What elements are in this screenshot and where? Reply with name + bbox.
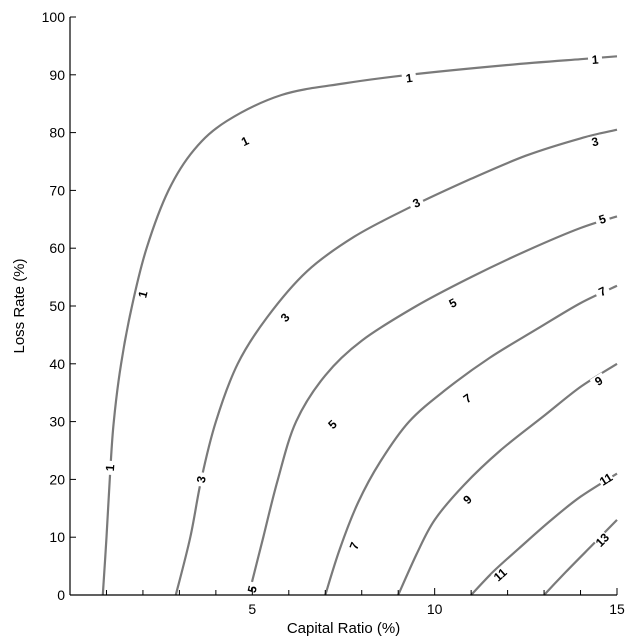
contour-label-bg — [194, 471, 209, 488]
contour-line-13 — [543, 519, 618, 596]
contour-line-1 — [101, 55, 618, 596]
contour-label-bg — [458, 490, 477, 509]
x-tick-label: 10 — [427, 601, 443, 617]
y-tick-label: 40 — [49, 356, 65, 372]
y-tick-label: 100 — [42, 9, 66, 25]
contour-label-1: 1 — [135, 289, 150, 299]
x-tick-label: 15 — [609, 601, 625, 617]
contour-label-bg — [596, 470, 616, 489]
contour-label-11: 11 — [491, 565, 510, 584]
contour-label-bg — [103, 460, 117, 476]
contour-label-bg — [323, 415, 342, 434]
y-tick-label: 50 — [49, 298, 65, 314]
contour-label-3: 3 — [590, 134, 600, 149]
y-axis-title: Loss Rate (%) — [11, 258, 28, 353]
contour-label-1: 1 — [103, 464, 117, 472]
contour-label-bg — [401, 71, 417, 86]
contour-label-bg — [491, 565, 510, 584]
contour-label-bg — [135, 286, 151, 303]
contour-line-9 — [397, 362, 618, 596]
y-tick-label: 60 — [49, 240, 65, 256]
x-axis-title: Capital Ratio (%) — [287, 620, 400, 637]
y-tick-label: 10 — [49, 529, 65, 545]
contour-lines — [101, 55, 618, 596]
y-tick-label: 70 — [49, 182, 65, 198]
y-tick-label: 0 — [57, 587, 65, 603]
contour-label-bg — [236, 132, 254, 150]
contour-label-1: 1 — [405, 71, 414, 86]
contour-label-13: 13 — [593, 530, 613, 550]
y-tick-label: 30 — [49, 414, 65, 430]
contour-line-11 — [470, 472, 618, 596]
contour-label-bg — [276, 308, 295, 327]
contour-label-bg — [346, 537, 363, 555]
y-tick-label: 20 — [49, 471, 65, 487]
x-tick-label: 5 — [248, 601, 256, 617]
contour-label-bg — [589, 372, 608, 390]
contour-label-bg — [593, 283, 612, 300]
contour-label-5: 5 — [597, 212, 608, 227]
contour-label-1: 1 — [591, 53, 599, 68]
contour-label-bg — [586, 134, 604, 150]
contour-label-bg — [587, 53, 603, 67]
contour-line-5 — [247, 215, 618, 596]
contour-label-11: 11 — [597, 470, 615, 489]
contour-line-7 — [324, 284, 618, 596]
contour-label-bg — [458, 389, 477, 408]
y-tick-label: 90 — [49, 67, 65, 83]
contour-label-7: 7 — [347, 540, 363, 552]
contour-label-3: 3 — [194, 475, 209, 484]
contour-label-bg — [407, 194, 426, 212]
y-tick-label: 80 — [49, 125, 65, 141]
contour-label-bg — [593, 530, 612, 550]
contour-line-3 — [174, 128, 618, 596]
contour-label-bg — [593, 211, 611, 228]
contour-label-bg — [443, 294, 462, 312]
